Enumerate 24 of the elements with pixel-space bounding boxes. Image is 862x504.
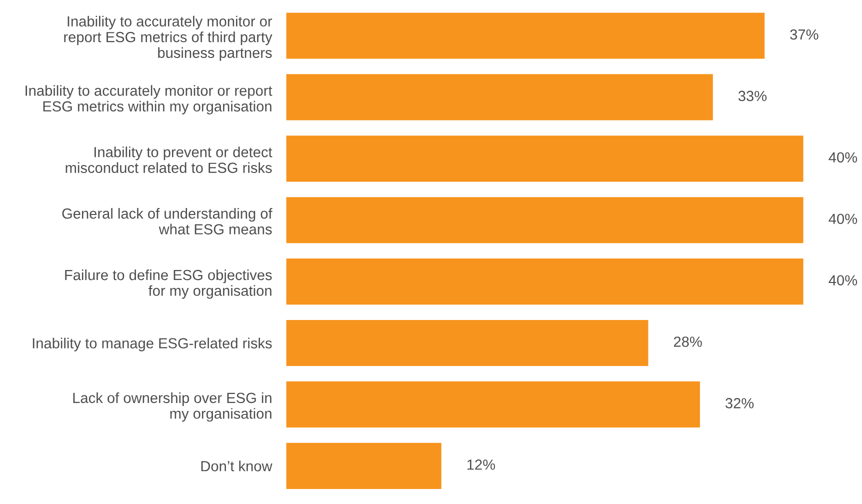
- data-label: 32%: [726, 398, 754, 408]
- data-label: 33%: [738, 90, 767, 102]
- bar: [286, 442, 442, 489]
- y-tick-label: Failure to define ESG objectives for my organisation: [65, 269, 272, 299]
- bar: [286, 197, 804, 244]
- bar: [286, 381, 700, 428]
- data-label: 28%: [674, 336, 702, 347]
- y-tick-label: Inability to prevent or detect misconduct related to ESG risks: [66, 146, 272, 173]
- bar: [286, 320, 648, 366]
- y-tick-label: Inability to manage ESG-related risks: [32, 338, 272, 352]
- bar: [286, 136, 804, 182]
- data-label: 40%: [828, 152, 858, 163]
- data-label: 40%: [828, 214, 858, 224]
- bar: [286, 74, 713, 120]
- y-tick-label: Inability to accurately monitor or report ESG metrics within my organisation: [26, 85, 272, 114]
- y-tick-label: Inability to accurately monitor or report ESG metrics of third party business partners: [64, 16, 272, 61]
- y-tick-label: Don’t know: [201, 460, 272, 472]
- data-label: 37%: [790, 29, 818, 40]
- y-tick-label: General lack of understanding of what ESG means: [62, 208, 272, 234]
- data-label: 40%: [828, 275, 858, 286]
- bar: [286, 258, 804, 305]
- bar: [286, 12, 765, 59]
- data-label: 12%: [467, 459, 496, 470]
- y-tick-label: Lack of ownership over ESG in my organisation: [73, 392, 272, 422]
